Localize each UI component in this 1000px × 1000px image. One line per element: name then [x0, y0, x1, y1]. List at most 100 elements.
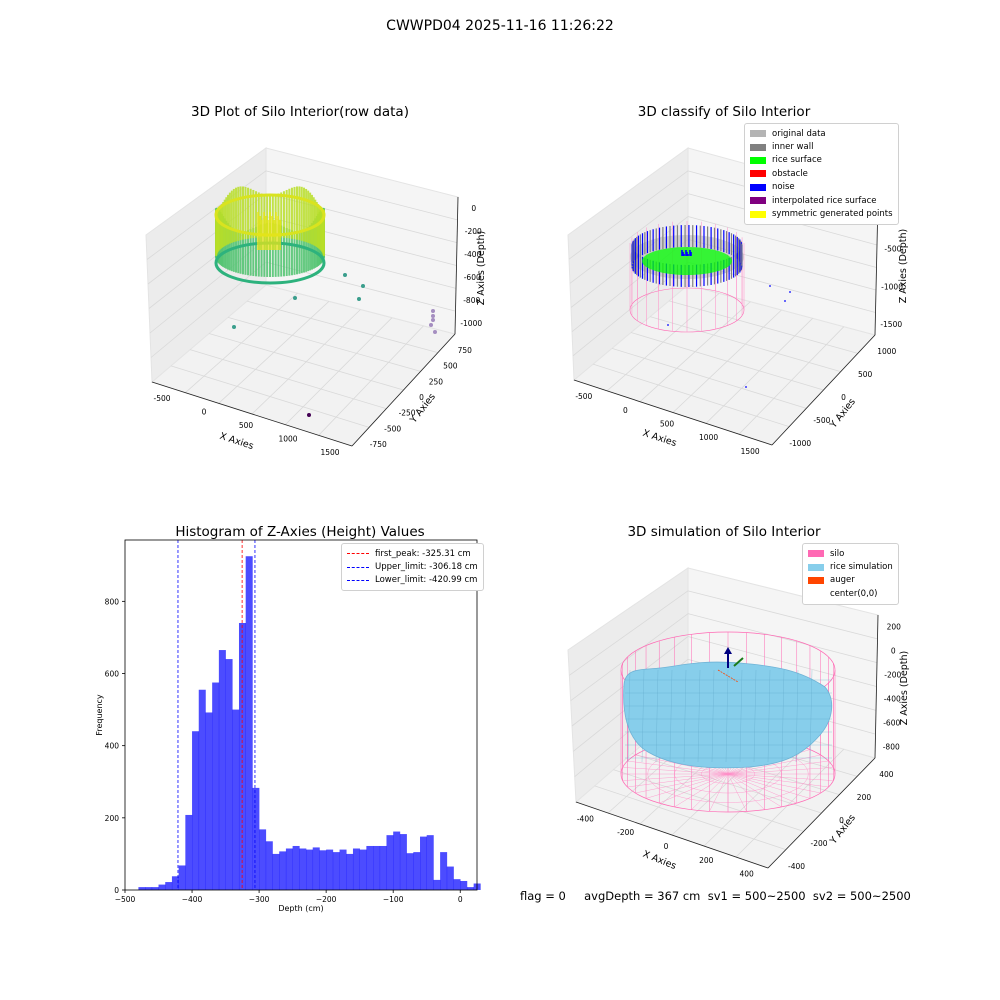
outlier-point	[293, 296, 297, 300]
z-tick-label: -1000	[881, 282, 903, 291]
z-tick-label: -200	[465, 227, 482, 236]
arrow-head	[724, 647, 732, 654]
x-axis-line	[151, 381, 353, 447]
histogram-bar	[319, 850, 327, 890]
histogram-bar	[252, 787, 260, 890]
y-tick-label: 500	[858, 370, 873, 379]
grid-line	[146, 170, 267, 260]
histogram-bar	[185, 814, 193, 890]
legend-swatch	[750, 130, 766, 138]
grid-line	[687, 590, 878, 640]
z-tick-label: -400	[464, 250, 481, 259]
legend-label: Lower_limit: -420.99 cm	[375, 575, 478, 586]
x-tick-label: 500	[660, 420, 675, 429]
grid-line	[569, 590, 689, 676]
x-tick-label: 0	[623, 406, 628, 415]
y-tick-label: -400	[788, 862, 805, 871]
legend-line	[347, 579, 369, 581]
y-tick-label: 750	[458, 346, 473, 355]
noise-point	[789, 291, 791, 293]
histogram-bar	[151, 887, 159, 890]
y-tick-label: -250	[399, 409, 416, 418]
histogram-bar	[225, 659, 233, 890]
y-tick-label: -500	[384, 424, 401, 433]
noise-point	[745, 386, 747, 388]
histogram-bar	[352, 848, 360, 890]
hist-xlabel: Depth (cm)	[278, 904, 323, 913]
z-tick-label: 0	[891, 646, 896, 655]
histogram-bar	[245, 556, 253, 890]
legend-item: first_peak: -325.31 cm	[347, 547, 478, 560]
legend-label: inner wall	[772, 142, 814, 153]
legend-swatch	[808, 576, 824, 584]
x-tick-label: 0	[202, 408, 207, 417]
y-tick-label: 0	[114, 886, 119, 895]
grid-line	[150, 261, 267, 358]
legend-label: original data	[772, 128, 826, 139]
y-tick-label: 0	[839, 816, 844, 825]
x-tick-label: −400	[182, 895, 203, 904]
hist-ylabel: Frequency	[95, 694, 104, 736]
histogram-bar	[279, 851, 287, 890]
x-tick-label: 200	[699, 856, 714, 865]
grid-line	[318, 325, 424, 436]
histogram-bar	[466, 887, 474, 890]
histogram-bar	[178, 865, 186, 890]
y-tick-label: 600	[105, 670, 120, 679]
x-tick-label: -200	[617, 828, 634, 837]
legend-swatch	[750, 156, 766, 164]
histogram-bar	[332, 852, 340, 890]
y-tick-label: 1000	[877, 347, 896, 356]
z-tick-label: 0	[471, 204, 476, 213]
outlier-point	[357, 297, 361, 301]
auger-line	[717, 669, 739, 683]
legend-item: center(0,0)	[808, 587, 893, 600]
x-tick-label: 1000	[278, 434, 297, 443]
z-tick-label: -600	[464, 273, 481, 282]
surface-mesh-line	[711, 669, 715, 763]
p4-zlabel: Z Axies (Depth)	[899, 651, 910, 725]
surface-mesh-line	[739, 669, 743, 763]
noise-point	[769, 285, 771, 287]
legend-item: noise	[750, 181, 893, 194]
histogram-bar	[460, 880, 468, 890]
legend-swatch	[750, 197, 766, 205]
surface-mesh-line	[669, 669, 673, 763]
surface-mesh-line	[655, 669, 659, 763]
surface-mesh-line	[627, 669, 631, 763]
legend-label: center(0,0)	[830, 588, 878, 599]
legend-swatch	[750, 183, 766, 191]
legend-label: auger	[830, 575, 855, 586]
legend-line	[347, 553, 369, 555]
surface-mesh-line	[725, 669, 729, 763]
surface-mesh-line	[795, 669, 799, 763]
rice-simulation-surface	[623, 661, 833, 769]
outlier-point	[431, 309, 435, 313]
legend-label: symmetric generated points	[772, 209, 893, 220]
surface-mesh-line	[683, 669, 687, 763]
outlier-point	[431, 314, 435, 318]
grid-line	[569, 193, 689, 284]
legend-swatch	[808, 550, 824, 558]
x-tick-label: 1500	[320, 448, 339, 457]
histogram-bar	[272, 853, 280, 890]
x-tick-label: −500	[115, 895, 136, 904]
legend-swatch	[750, 170, 766, 178]
histogram-bar	[446, 866, 454, 890]
legend-swatch	[750, 210, 766, 218]
panel4-3d-plot: -400 -200 0 200 400 -400 -200 0 200 400 200 0 -200 -4…	[567, 567, 910, 879]
histogram-bar	[339, 849, 347, 890]
grid-line	[738, 326, 845, 435]
histogram-bar	[413, 852, 421, 890]
z-tick-label: 200	[887, 622, 902, 631]
legend-item: Upper_limit: -306.18 cm	[347, 560, 478, 573]
histogram-bar	[393, 831, 401, 890]
surface-mesh-line	[809, 669, 813, 763]
histogram-bar	[192, 731, 200, 890]
x-tick-label: -500	[575, 392, 592, 401]
legend-label: first_peak: -325.31 cm	[375, 548, 471, 559]
grid-line	[265, 170, 458, 221]
legend-item: obstacle	[750, 167, 893, 180]
histogram-bar	[299, 848, 307, 890]
grid-line	[735, 748, 845, 858]
